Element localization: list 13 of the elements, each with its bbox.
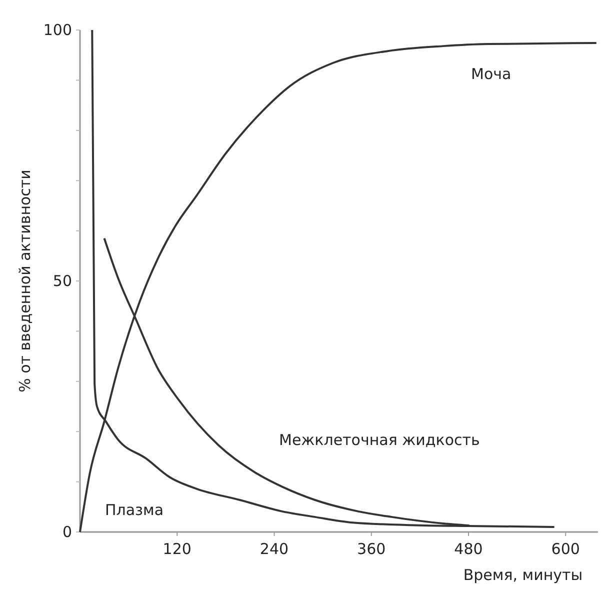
x-tick-label: 240 (260, 540, 289, 558)
x-axis-title: Время, минуты (463, 566, 583, 584)
y-tick-label: 100 (43, 21, 72, 39)
x-tick-label: 360 (357, 540, 386, 558)
series-label: Моча (471, 65, 512, 83)
series-label: Плазма (105, 501, 164, 519)
y-tick-label: 50 (52, 272, 72, 290)
x-tick-label: 600 (551, 540, 580, 558)
y-tick-label: 0 (62, 523, 72, 541)
text: Межклеточная жидкость (279, 431, 480, 449)
x-tick-label: 480 (454, 540, 483, 558)
x-tick-label: 120 (162, 540, 192, 558)
y-axis-title: % от введенной активности (16, 170, 34, 392)
